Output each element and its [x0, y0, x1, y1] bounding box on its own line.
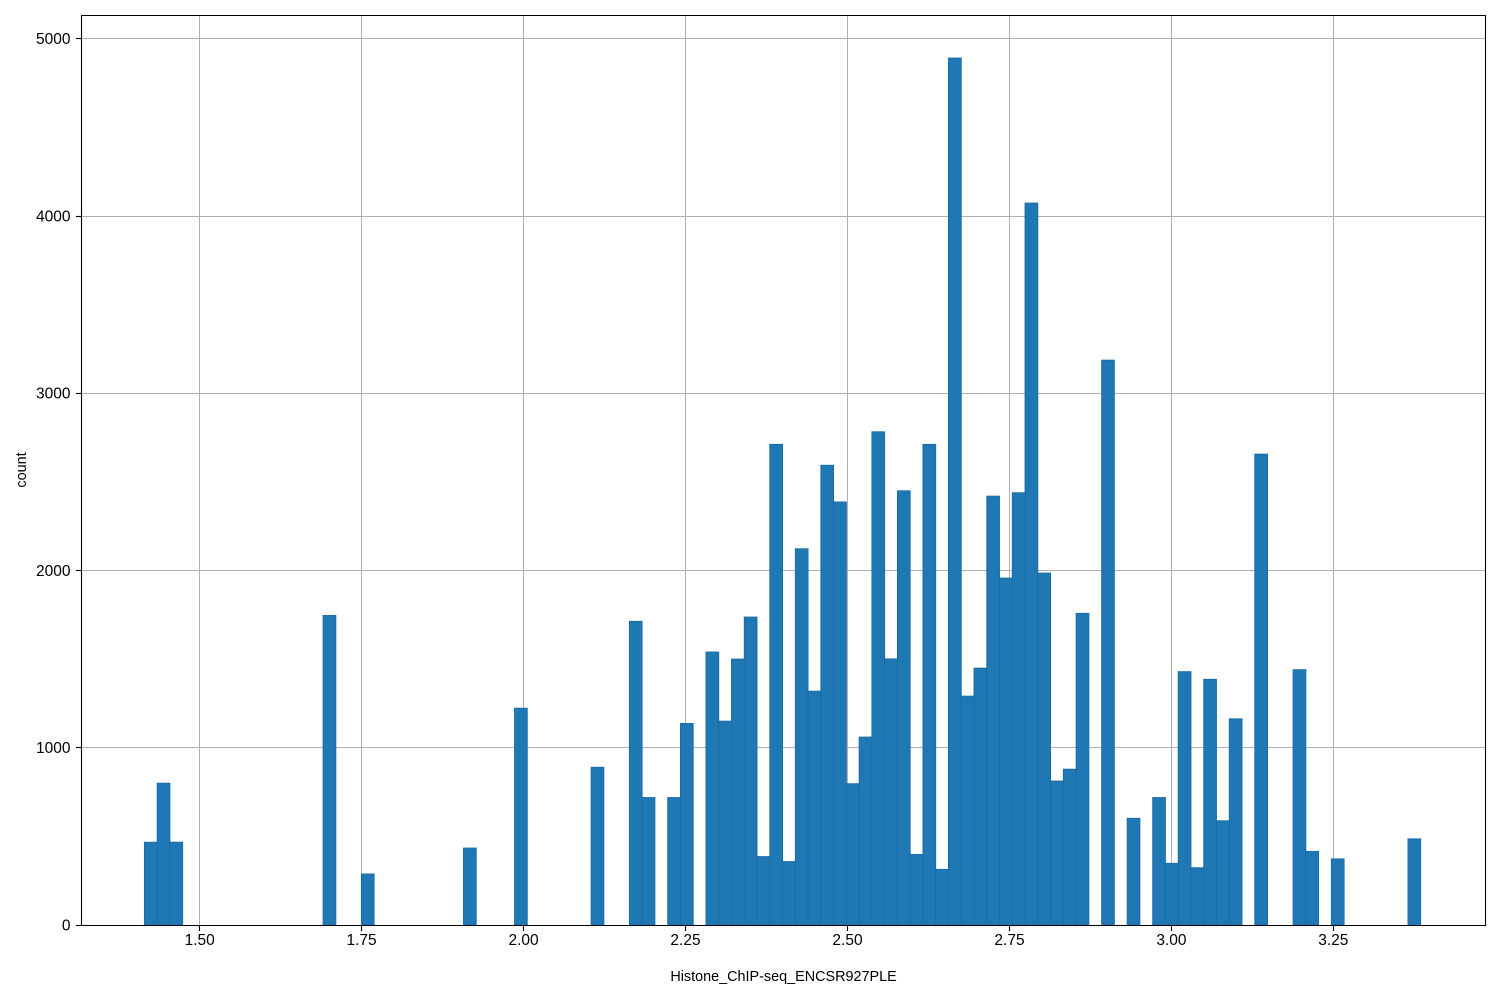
svg-text:1000: 1000 — [36, 740, 71, 757]
svg-text:3.00: 3.00 — [1156, 932, 1187, 949]
svg-text:3000: 3000 — [36, 386, 71, 403]
svg-text:4000: 4000 — [36, 208, 71, 225]
svg-text:2000: 2000 — [36, 563, 71, 580]
svg-text:5000: 5000 — [36, 31, 71, 48]
svg-text:count: count — [14, 452, 30, 487]
svg-text:1.75: 1.75 — [347, 932, 377, 949]
svg-text:3.25: 3.25 — [1318, 932, 1348, 949]
svg-text:2.75: 2.75 — [994, 932, 1024, 949]
svg-text:0: 0 — [62, 918, 71, 935]
svg-text:2.00: 2.00 — [509, 932, 540, 949]
svg-text:2.25: 2.25 — [670, 932, 700, 949]
svg-text:Histone_ChIP-seq_ENCSR927PLE: Histone_ChIP-seq_ENCSR927PLE — [670, 969, 896, 985]
svg-text:2.50: 2.50 — [832, 932, 863, 949]
svg-text:1.50: 1.50 — [185, 932, 216, 949]
